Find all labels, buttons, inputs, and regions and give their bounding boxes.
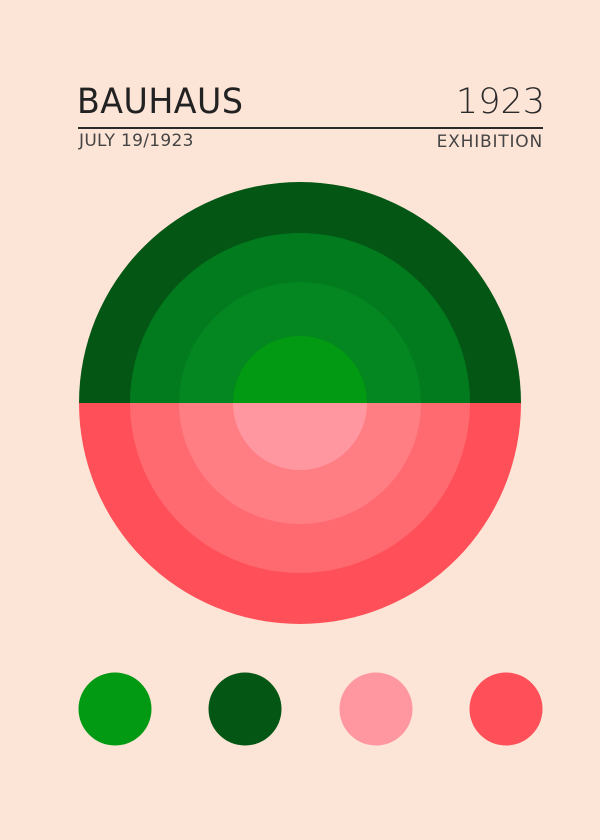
poster-year: 1923 [455, 82, 545, 122]
color-swatch-3 [339, 672, 413, 746]
poster-date: JULY 19/1923 [79, 131, 194, 151]
red-half-ring-4 [233, 403, 367, 470]
color-swatch-1 [78, 672, 152, 746]
color-swatch-4 [469, 672, 543, 746]
poster-subtitle: EXHIBITION [436, 132, 543, 152]
poster-title: BAUHAUS [77, 82, 244, 122]
green-half-ring-4 [233, 336, 367, 403]
color-swatch-2 [208, 672, 282, 746]
header-divider [78, 127, 543, 129]
